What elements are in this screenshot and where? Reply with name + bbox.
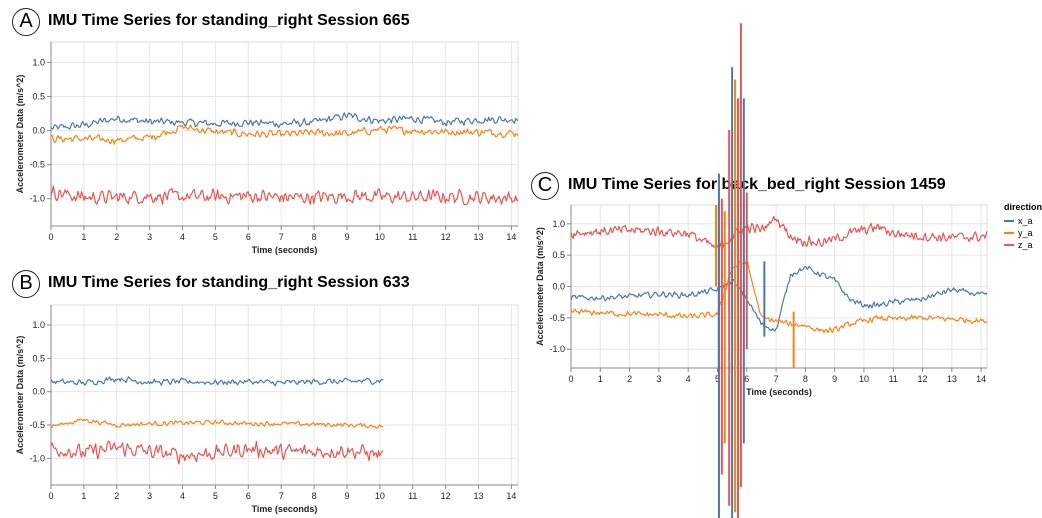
series-line-y_a (570, 260, 988, 334)
x-tick-label: 4 (686, 374, 691, 384)
x-tick-label: 10 (859, 374, 869, 384)
x-tick-label: 9 (344, 491, 349, 501)
x-tick-label: 6 (246, 491, 251, 501)
x-tick-label: 2 (114, 232, 119, 242)
chart-c: 0 1 2 3 4 5 6 7 8 9 10 11 12 13 141.00.50.0-0.5-1.0Tim… (535, 23, 988, 518)
x-tick-label: 7 (279, 491, 284, 501)
x-tick-label: 8 (312, 232, 317, 242)
legend: direction x_a y_a z_a (1004, 202, 1042, 251)
x-tick-label: 12 (918, 374, 928, 384)
panel-label-b: B (12, 270, 40, 298)
x-tick-label: 3 (656, 374, 661, 384)
y-tick-label: 1.0 (32, 57, 45, 67)
x-axis-title: Time (seconds) (252, 245, 318, 255)
x-tick-label: 6 (246, 232, 251, 242)
y-tick-label: -0.5 (549, 313, 565, 323)
x-tick-label: 4 (180, 232, 185, 242)
x-tick-label: 12 (441, 491, 451, 501)
x-tick-label: 13 (947, 374, 957, 384)
x-tick-label: 13 (474, 232, 484, 242)
x-tick-label: 0 (48, 232, 53, 242)
x-tick-label: 2 (627, 374, 632, 384)
x-tick-label: 3 (147, 491, 152, 501)
series-line-y_a (50, 418, 384, 429)
y-axis-title: Accelerometer Data (m/s^2) (15, 336, 25, 455)
legend-label-z: z_a (1018, 240, 1033, 250)
series-line-z_a (50, 185, 519, 206)
series-line-x_a (50, 112, 519, 130)
y-tick-label: 0.5 (32, 353, 45, 363)
y-tick-label: -1.0 (29, 453, 45, 463)
y-axis-title: Accelerometer Data (m/s^2) (15, 75, 25, 194)
x-tick-label: 5 (213, 491, 218, 501)
chart-b: 0 1 2 3 4 5 6 7 8 9 10 11 12 13 141.00.50.0-0.5-1.0Tim… (15, 304, 519, 514)
legend-label-y: y_a (1018, 228, 1033, 238)
x-tick-label: 12 (441, 232, 451, 242)
legend-swatch-y (1004, 232, 1014, 234)
x-tick-label: 14 (976, 374, 986, 384)
series-line-y_a (50, 124, 519, 145)
x-tick-label: 14 (506, 491, 516, 501)
x-tick-label: 1 (598, 374, 603, 384)
x-tick-label: 5 (213, 232, 218, 242)
x-tick-label: 3 (147, 232, 152, 242)
x-tick-label: 5 (715, 374, 720, 384)
y-tick-label: 1.0 (552, 219, 565, 229)
x-tick-label: 0 (568, 374, 573, 384)
series-line-z_a (570, 215, 988, 248)
y-tick-label: 0.0 (552, 282, 565, 292)
y-tick-label: 0.0 (32, 387, 45, 397)
x-tick-label: 7 (279, 232, 284, 242)
y-tick-label: 0.5 (552, 250, 565, 260)
x-tick-label: 9 (832, 374, 837, 384)
legend-swatch-z (1004, 244, 1014, 246)
legend-item-y: y_a (1004, 227, 1042, 239)
x-tick-label: 8 (803, 374, 808, 384)
x-tick-label: 1 (81, 491, 86, 501)
x-tick-label: 10 (375, 232, 385, 242)
panel-label-c: C (531, 172, 559, 200)
x-axis-title: Time (seconds) (746, 387, 812, 397)
y-tick-label: -0.5 (29, 160, 45, 170)
x-tick-label: 1 (81, 232, 86, 242)
x-tick-label: 4 (180, 491, 185, 501)
y-tick-label: 0.0 (32, 126, 45, 136)
x-tick-label: 0 (48, 491, 53, 501)
x-axis-title: Time (seconds) (252, 504, 318, 514)
x-tick-label: 9 (344, 232, 349, 242)
legend-item-x: x_a (1004, 215, 1042, 227)
x-tick-label: 13 (474, 491, 484, 501)
x-tick-label: 8 (312, 491, 317, 501)
legend-swatch-x (1004, 220, 1014, 222)
series-line-z_a (50, 440, 384, 465)
x-tick-label: 10 (375, 491, 385, 501)
x-tick-label: 14 (506, 232, 516, 242)
x-tick-label: 11 (408, 232, 417, 242)
y-axis-title: Accelerometer Data (m/s^2) (535, 227, 545, 346)
chart-title-c: IMU Time Series for back_bed_right Sessi… (568, 176, 946, 193)
y-tick-label: 0.5 (32, 92, 45, 102)
legend-label-x: x_a (1018, 216, 1033, 226)
series-line-x_a (50, 376, 384, 387)
x-tick-label: 6 (744, 374, 749, 384)
legend-title: direction (1004, 202, 1042, 212)
series-line-x_a (570, 265, 988, 332)
chart-a: 0 1 2 3 4 5 6 7 8 9 10 11 12 13 141.00.50.0-0.5-1.0Tim… (15, 41, 519, 255)
y-tick-label: -1.0 (549, 344, 565, 354)
y-tick-label: -0.5 (29, 420, 45, 430)
chart-title-b: IMU Time Series for standing_right Sessi… (48, 274, 410, 291)
y-tick-label: -1.0 (29, 194, 45, 204)
x-tick-label: 11 (408, 491, 417, 501)
panel-label-a: A (12, 8, 40, 36)
x-tick-label: 7 (774, 374, 779, 384)
chart-title-a: IMU Time Series for standing_right Sessi… (48, 12, 410, 29)
legend-item-z: z_a (1004, 239, 1042, 251)
x-tick-label: 2 (114, 491, 119, 501)
x-tick-label: 11 (889, 374, 898, 384)
y-tick-label: 1.0 (32, 320, 45, 330)
